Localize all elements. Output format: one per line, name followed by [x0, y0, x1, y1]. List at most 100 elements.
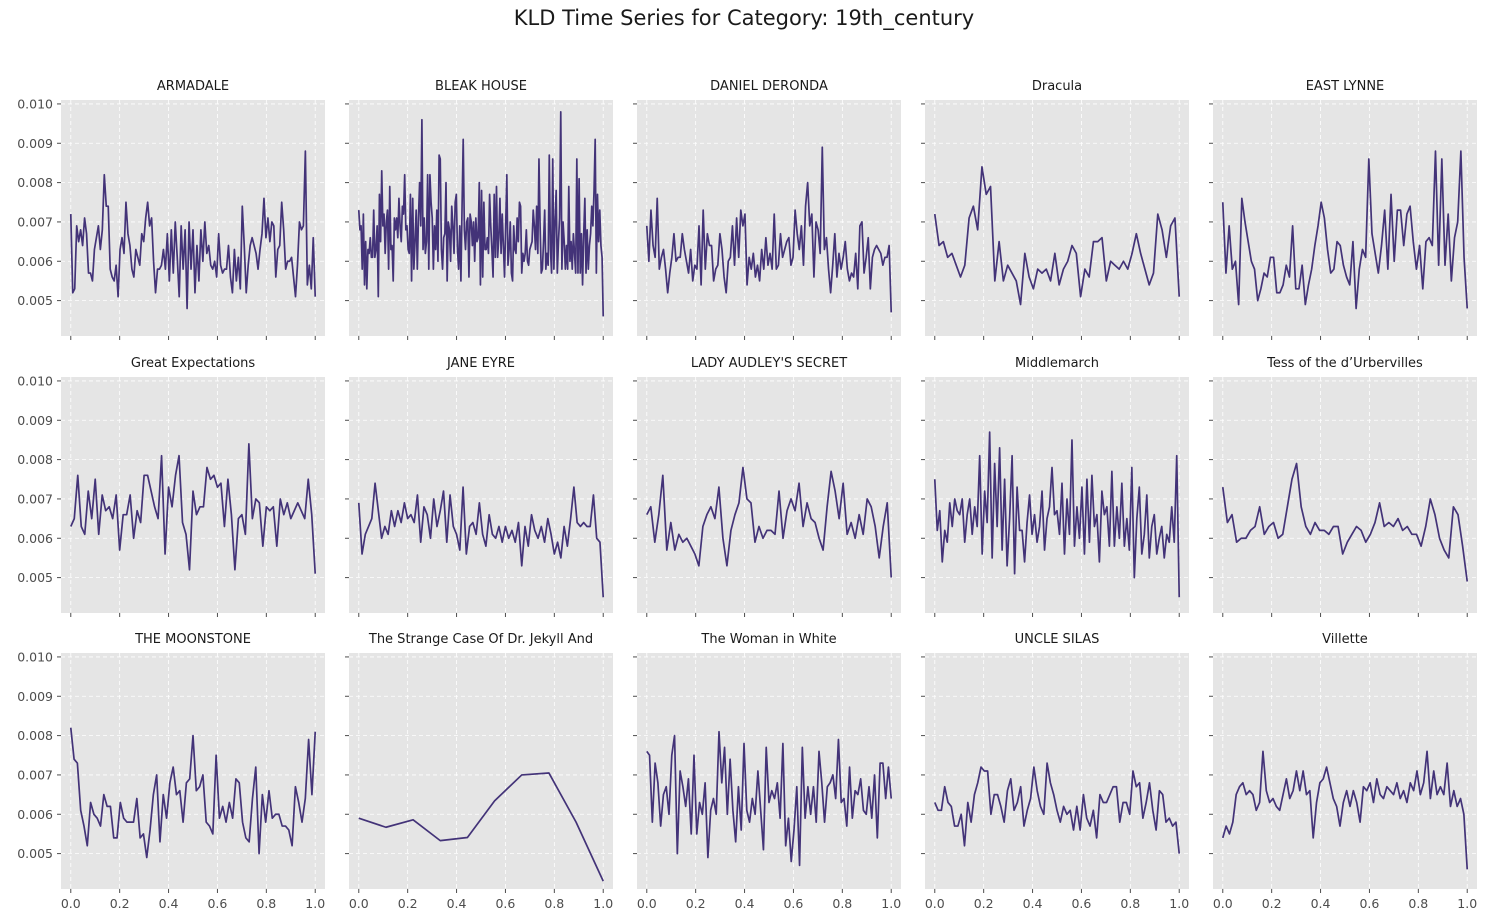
- subplot-title: Great Expectations: [131, 356, 256, 371]
- subplot-6: Great Expectations 0.005 0.006 0.007 0.008 0.…: [17, 356, 325, 617]
- x-tick-label: 0.6: [495, 896, 515, 911]
- series-line: [933, 166, 1181, 306]
- plot-area: [925, 377, 1189, 613]
- y-tick-label: 0.008: [17, 175, 53, 190]
- y-tick-label: 0.006: [17, 807, 53, 822]
- subplot-title: ARMADALE: [157, 79, 229, 94]
- x-tick-label: 0.2: [686, 896, 706, 911]
- plot-area: [637, 653, 901, 889]
- x-tick-label: 0.8: [1408, 896, 1428, 911]
- series-line: [357, 110, 605, 317]
- y-tick-label: 0.005: [17, 570, 53, 585]
- x-tick-label: 0.6: [207, 896, 227, 911]
- y-tick-label: 0.009: [17, 136, 53, 151]
- subplot-title: Dracula: [1032, 79, 1082, 94]
- y-tick-label: 0.010: [17, 649, 53, 664]
- x-tick-label: 0.6: [1359, 896, 1379, 911]
- series-line: [358, 772, 604, 882]
- subplot-5: EAST LYNNE: [1209, 79, 1477, 340]
- plot-area: [925, 653, 1189, 889]
- series-line: [1221, 462, 1469, 582]
- x-tick-label: 0.6: [1071, 896, 1091, 911]
- subplot-1: ARMADALE 0.005 0.006 0.007 0.008 0.009 0.010: [17, 79, 325, 340]
- y-tick-label: 0.008: [17, 452, 53, 467]
- plot-area: [1213, 377, 1477, 613]
- x-tick-label: 0.8: [544, 896, 564, 911]
- x-tick-label: 0.6: [783, 896, 803, 911]
- x-tick-label: 0.0: [925, 896, 945, 911]
- subplot-9: Middlemarch: [921, 356, 1189, 617]
- y-tick-label: 0.007: [17, 491, 53, 506]
- x-tick-label: 1.0: [1457, 896, 1477, 911]
- subplot-title: UNCLE SILAS: [1015, 632, 1100, 647]
- subplot-title: BLEAK HOUSE: [435, 79, 527, 94]
- subplot-title: JANE EYRE: [446, 356, 515, 371]
- series-line: [646, 730, 893, 867]
- figure-title: KLD Time Series for Category: 19th_centu…: [513, 6, 975, 30]
- y-tick-label: 0.005: [17, 846, 53, 861]
- series-line: [69, 150, 317, 310]
- y-tick-label: 0.010: [17, 373, 53, 388]
- x-tick-label: 0.8: [1120, 896, 1140, 911]
- x-tick-label: 0.2: [398, 896, 418, 911]
- series-line: [70, 443, 317, 574]
- subplot-10: Tess of the d’Urbervilles: [1209, 356, 1477, 617]
- series-line: [357, 482, 605, 598]
- series-line: [1221, 150, 1469, 310]
- series-line: [1221, 750, 1469, 870]
- y-tick-label: 0.006: [17, 531, 53, 546]
- subplot-2: BLEAK HOUSE: [345, 79, 613, 340]
- subplot-title: The Strange Case Of Dr. Jekyll And: [368, 632, 593, 647]
- subplot-title: The Woman in White: [700, 632, 836, 647]
- plot-area: [349, 377, 613, 613]
- subplot-11: THE MOONSTONE 0.0 0.2 0.4 0.6 0.8 1.0 0.005 0.00…: [17, 632, 325, 911]
- y-tick-label: 0.005: [17, 293, 53, 308]
- subplot-13: The Woman in White 0.0 0.2 0.4 0.6 0.8 1.0: [633, 632, 901, 911]
- x-tick-label: 0.0: [61, 896, 81, 911]
- series-line: [645, 146, 893, 313]
- y-tick-label: 0.009: [17, 413, 53, 428]
- series-line: [933, 762, 1181, 854]
- series-line: [69, 727, 317, 859]
- x-tick-label: 0.4: [447, 896, 467, 911]
- x-tick-label: 0.2: [1262, 896, 1282, 911]
- subplot-title: Tess of the d’Urbervilles: [1266, 356, 1423, 371]
- subplot-title: Middlemarch: [1015, 356, 1099, 371]
- y-tick-label: 0.007: [17, 214, 53, 229]
- subplot-title: Villette: [1322, 632, 1368, 647]
- x-tick-label: 0.2: [110, 896, 130, 911]
- plot-area: [61, 653, 325, 889]
- x-tick-label: 0.4: [1311, 896, 1331, 911]
- x-tick-label: 1.0: [593, 896, 613, 911]
- y-tick-label: 0.007: [17, 767, 53, 782]
- x-tick-label: 0.4: [735, 896, 755, 911]
- x-tick-label: 1.0: [881, 896, 901, 911]
- x-tick-label: 1.0: [1169, 896, 1189, 911]
- subplot-8: LADY AUDLEY'S SECRET: [633, 356, 901, 617]
- series-line: [933, 431, 1181, 598]
- x-tick-label: 0.0: [1213, 896, 1233, 911]
- x-tick-label: 0.4: [1023, 896, 1043, 911]
- plot-area: [637, 100, 901, 336]
- y-tick-label: 0.006: [17, 254, 53, 269]
- series-line: [646, 466, 893, 578]
- x-tick-label: 0.4: [159, 896, 179, 911]
- y-tick-label: 0.009: [17, 689, 53, 704]
- x-tick-label: 0.0: [349, 896, 369, 911]
- subplot-title: LADY AUDLEY'S SECRET: [691, 356, 847, 371]
- y-tick-label: 0.010: [17, 96, 53, 111]
- subplot-7: JANE EYRE: [345, 356, 613, 617]
- subplot-4: Dracula: [921, 79, 1189, 340]
- x-tick-label: 0.2: [974, 896, 994, 911]
- plot-area: [637, 377, 901, 613]
- subplot-12: The Strange Case Of Dr. Jekyll And 0.0 0.2…: [345, 632, 613, 911]
- subplot-title: EAST LYNNE: [1306, 79, 1385, 94]
- plot-area: [349, 653, 613, 889]
- subplot-title: THE MOONSTONE: [134, 632, 251, 647]
- x-tick-label: 0.0: [637, 896, 657, 911]
- x-tick-label: 1.0: [305, 896, 325, 911]
- subplot-3: DANIEL DERONDA: [633, 79, 901, 340]
- subplot-title: DANIEL DERONDA: [710, 79, 828, 94]
